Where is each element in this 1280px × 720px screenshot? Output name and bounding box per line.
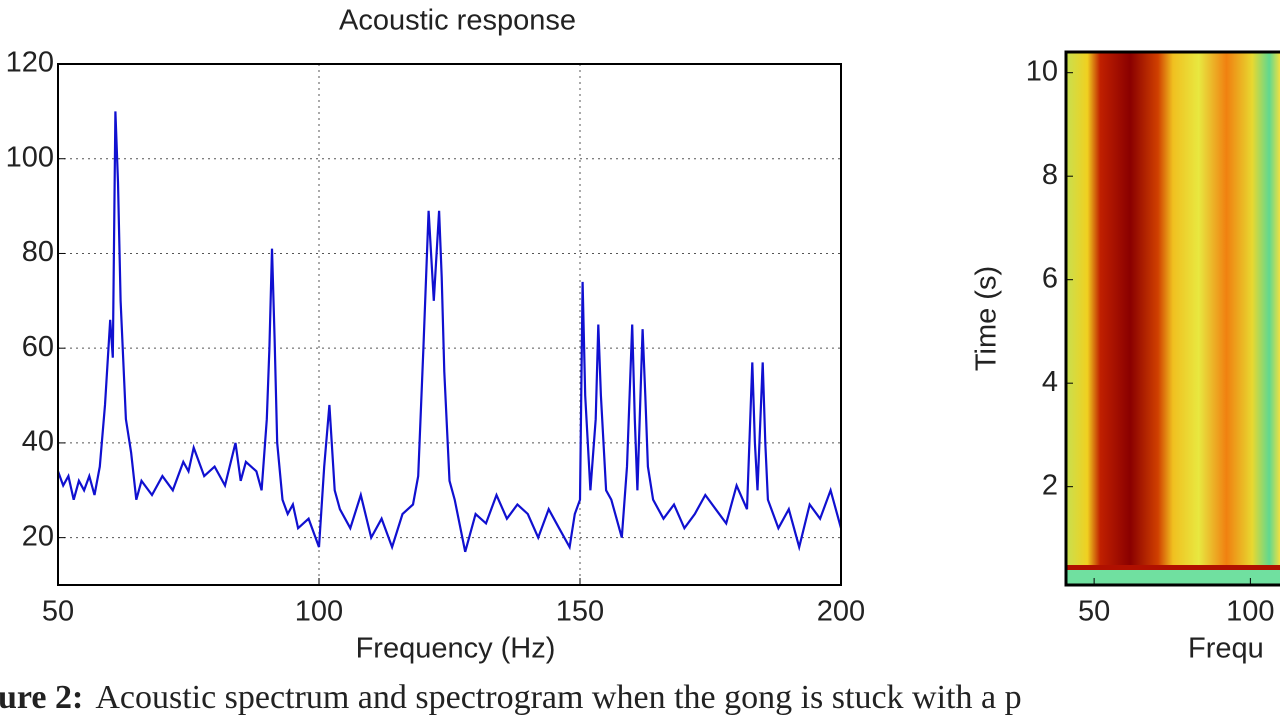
x-axis-label: Frequ bbox=[1188, 633, 1264, 665]
y-axis-label: Time (s) bbox=[971, 266, 1003, 371]
line-chart: 50 100 150 200 20 40 60 80 100 120 Acoustic respon… bbox=[6, 5, 866, 665]
x-tick-label: 50 bbox=[1078, 596, 1110, 628]
spectrogram-image bbox=[1066, 52, 1280, 585]
y-tick-label: 60 bbox=[22, 331, 54, 363]
caption-text: Acoustic spectrum and spectrogram when t… bbox=[95, 679, 1021, 716]
caption: ure 2: Acoustic spectrum and spectrogram … bbox=[0, 679, 1022, 716]
spectrogram: 2 4 6 8 10 50 100 Time (s) Frequ bbox=[971, 50, 1280, 665]
x-tick-label: 200 bbox=[817, 596, 865, 628]
x-tick-label: 100 bbox=[1226, 596, 1274, 628]
data-line bbox=[58, 111, 841, 553]
caption-label: ure 2: bbox=[0, 679, 83, 716]
x-tick-label: 50 bbox=[42, 596, 74, 628]
chart-title: Acoustic response bbox=[339, 5, 576, 37]
x-tick-label: 100 bbox=[295, 596, 343, 628]
y-tick-label: 80 bbox=[22, 236, 54, 268]
y-tick-label: 10 bbox=[1026, 55, 1058, 87]
y-tick-label: 8 bbox=[1042, 159, 1058, 191]
x-tick-label: 150 bbox=[556, 596, 604, 628]
axes-frame bbox=[1064, 50, 1280, 587]
spectrogram-floor bbox=[1066, 570, 1280, 585]
x-axis-label: Frequency (Hz) bbox=[356, 633, 556, 665]
y-tick-label: 120 bbox=[6, 47, 54, 79]
y-tick-label: 100 bbox=[6, 141, 54, 173]
spectrogram-onset bbox=[1066, 565, 1280, 570]
y-tick-label: 40 bbox=[22, 426, 54, 458]
axes-frame bbox=[57, 63, 842, 586]
y-tick-label: 6 bbox=[1042, 262, 1058, 294]
y-tick-label: 4 bbox=[1042, 366, 1058, 398]
y-tick-label: 20 bbox=[22, 520, 54, 552]
plot-area bbox=[58, 64, 841, 585]
y-tick-label: 2 bbox=[1042, 469, 1058, 501]
